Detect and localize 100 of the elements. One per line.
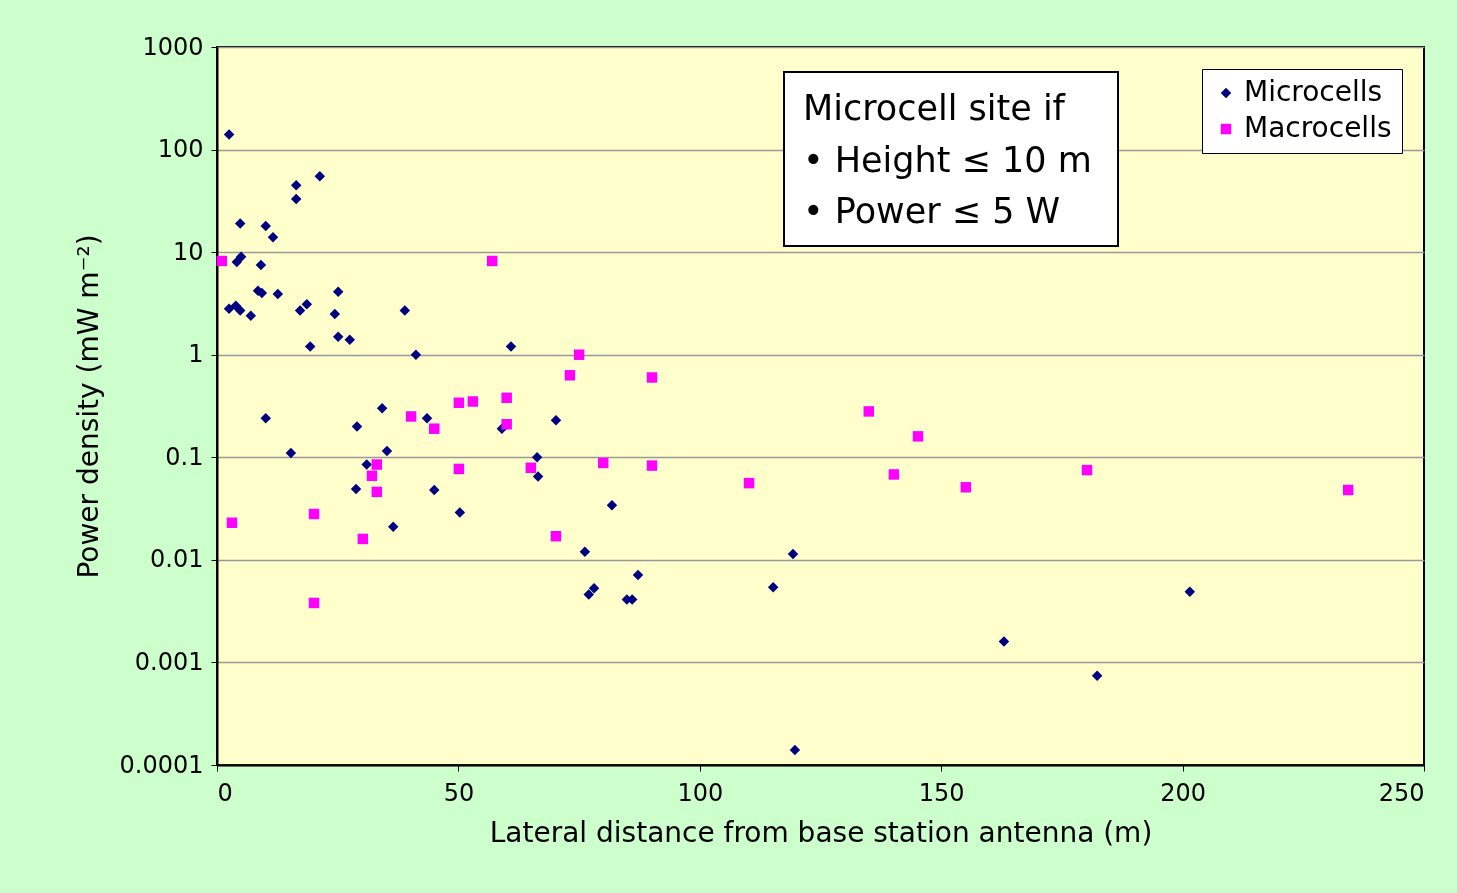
point bbox=[387, 521, 399, 533]
point bbox=[350, 483, 362, 495]
point bbox=[912, 431, 924, 442]
point bbox=[787, 548, 799, 560]
point bbox=[226, 517, 238, 528]
point bbox=[453, 463, 465, 475]
point bbox=[361, 459, 372, 470]
point bbox=[245, 310, 257, 321]
point bbox=[453, 397, 465, 409]
point bbox=[588, 582, 600, 594]
point bbox=[344, 334, 356, 345]
point bbox=[525, 462, 537, 474]
x-tick-label: 100 bbox=[677, 778, 724, 807]
point bbox=[332, 331, 344, 342]
point bbox=[285, 447, 297, 459]
point bbox=[405, 411, 417, 422]
x-tick-label: 0 bbox=[217, 778, 233, 807]
point bbox=[308, 508, 320, 520]
point bbox=[1342, 484, 1354, 496]
y-tick-label: 0.001 bbox=[134, 647, 204, 676]
point bbox=[351, 421, 363, 432]
point bbox=[223, 303, 235, 315]
point bbox=[399, 305, 411, 316]
annotation: Microcell site if bbox=[803, 88, 1066, 128]
y-tick-label: 100 bbox=[157, 135, 204, 164]
point bbox=[583, 589, 594, 600]
point bbox=[1081, 464, 1093, 476]
point bbox=[998, 636, 1010, 647]
point bbox=[960, 482, 972, 493]
point bbox=[294, 305, 306, 316]
point bbox=[234, 305, 246, 316]
point bbox=[272, 288, 284, 300]
legend-label: Microcells bbox=[1244, 75, 1383, 108]
point bbox=[260, 220, 272, 232]
point bbox=[532, 471, 544, 482]
x-tick-label: 50 bbox=[443, 778, 475, 807]
annotation: • Power ≤ 5 W bbox=[803, 191, 1061, 231]
point bbox=[235, 251, 247, 263]
point bbox=[231, 256, 243, 268]
point bbox=[260, 413, 272, 424]
point bbox=[234, 218, 246, 229]
point bbox=[371, 486, 383, 498]
point bbox=[531, 452, 543, 463]
point bbox=[1091, 670, 1103, 682]
point bbox=[381, 445, 393, 457]
point bbox=[366, 470, 378, 482]
y-tick-label: 1 bbox=[188, 340, 204, 369]
point bbox=[371, 459, 383, 470]
x-axis-title: Lateral distance from base station antenna (m) bbox=[489, 815, 1153, 849]
point bbox=[550, 414, 562, 426]
point bbox=[332, 286, 344, 298]
point bbox=[304, 341, 316, 352]
point bbox=[267, 231, 279, 243]
point bbox=[301, 299, 313, 310]
point bbox=[357, 533, 369, 545]
point bbox=[486, 255, 498, 267]
point bbox=[329, 308, 341, 320]
point bbox=[632, 569, 644, 581]
point bbox=[421, 413, 433, 424]
y-tick-label: 10 bbox=[172, 237, 204, 266]
point bbox=[579, 546, 591, 557]
y-tick-label: 0.01 bbox=[150, 545, 204, 574]
point bbox=[501, 418, 512, 430]
point bbox=[410, 349, 422, 360]
point bbox=[789, 744, 801, 756]
point bbox=[429, 484, 440, 496]
point bbox=[598, 457, 609, 469]
x-tick-label: 200 bbox=[1160, 778, 1207, 807]
point bbox=[573, 349, 585, 360]
legend-label: Macrocells bbox=[1244, 111, 1392, 144]
point bbox=[255, 259, 267, 271]
point bbox=[223, 129, 235, 140]
x-tick-label: 150 bbox=[918, 778, 965, 807]
point bbox=[230, 300, 242, 312]
point bbox=[290, 193, 302, 205]
point bbox=[606, 500, 618, 511]
y-tick-label: 0.0001 bbox=[119, 750, 204, 779]
point bbox=[290, 179, 302, 191]
point bbox=[1184, 586, 1196, 597]
y-tick-label: 0.1 bbox=[165, 442, 204, 471]
y-tick-label: 1000 bbox=[142, 32, 204, 61]
point bbox=[308, 597, 320, 609]
point bbox=[501, 392, 512, 404]
point bbox=[863, 406, 875, 417]
x-tick-label: 250 bbox=[1378, 778, 1425, 807]
point bbox=[216, 255, 228, 267]
point bbox=[767, 582, 779, 593]
point bbox=[314, 170, 326, 182]
annotation: • Height ≤ 10 m bbox=[803, 139, 1092, 180]
y-axis-title: Power density (mW m⁻²) bbox=[71, 234, 105, 579]
point bbox=[646, 372, 658, 383]
point bbox=[429, 423, 440, 434]
point bbox=[564, 370, 576, 381]
point bbox=[646, 460, 658, 471]
point bbox=[505, 341, 517, 352]
point bbox=[550, 530, 562, 542]
point bbox=[454, 507, 466, 518]
point bbox=[376, 403, 388, 414]
point bbox=[888, 469, 900, 480]
point bbox=[467, 396, 479, 407]
